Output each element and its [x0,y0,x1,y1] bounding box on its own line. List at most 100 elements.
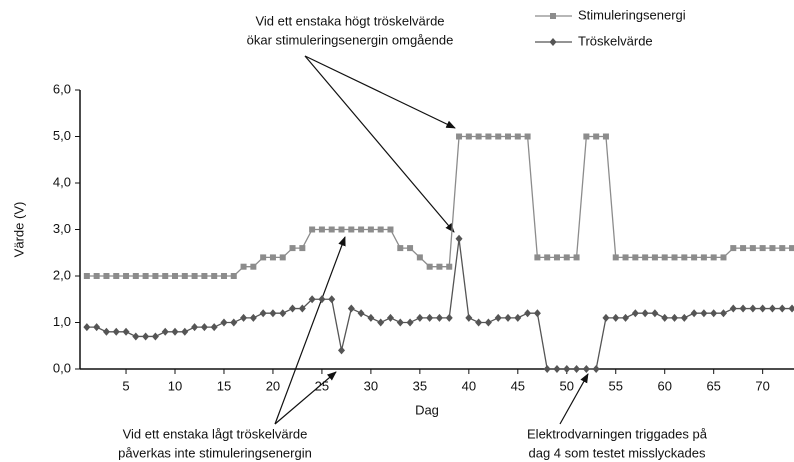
point [759,245,766,252]
point [122,327,130,336]
point [544,254,551,261]
point [416,313,424,322]
point [426,263,433,270]
point [406,318,414,327]
point [661,313,669,322]
point [407,245,414,252]
y-axis-label: Värde (V) [11,202,26,258]
point [495,133,502,140]
point [386,313,394,322]
x-tick-label: 20 [266,378,280,393]
point [700,254,707,261]
point [573,365,581,373]
point [83,273,90,279]
point [533,309,541,318]
point [710,309,718,318]
point [514,313,522,322]
point [240,263,247,270]
point [445,313,453,322]
point [749,245,756,252]
y-tick-label: 5,0 [53,128,71,143]
point [367,226,374,233]
point [504,313,512,322]
point [524,133,531,140]
point [279,254,286,261]
y-tick-label: 3,0 [53,221,71,236]
point [299,245,306,252]
point [485,133,492,140]
point [269,309,277,318]
point [436,263,443,270]
point [201,273,208,279]
point [651,254,658,261]
point [181,327,189,336]
point [200,323,208,332]
point [289,245,296,252]
point [83,323,91,332]
point [465,313,473,322]
arrow [304,55,456,129]
x-axis-label: Dag [415,402,439,417]
point [191,273,198,279]
point [240,313,248,322]
point [142,332,150,341]
point [720,254,727,261]
point [524,309,532,318]
point [671,313,679,322]
x-tick-label: 5 [122,378,129,393]
point [789,245,794,252]
point [494,313,502,322]
y-tick-label: 0,0 [53,360,71,375]
point [612,313,620,322]
annotation: Elektrodvarningen triggades på [527,426,708,441]
point [230,318,238,327]
point [768,304,776,313]
x-tick-label: 15 [217,378,231,393]
annotation: dag 4 som testet misslyckades [528,445,706,460]
point [309,226,316,233]
point [740,245,747,252]
point [769,245,776,252]
point [318,226,325,233]
point [534,254,541,261]
arrows [274,55,589,425]
x-tick-label: 70 [755,378,769,393]
point [612,254,619,261]
point [759,304,767,313]
point [172,273,179,279]
point [680,313,688,322]
point [397,245,404,252]
point [269,254,276,261]
point [729,304,737,313]
point [632,254,639,261]
point [779,245,786,252]
point [671,254,678,261]
point [681,254,688,261]
x-tick-label: 65 [706,378,720,393]
point [778,304,786,313]
legend-marker [550,13,556,19]
arrow [304,55,455,233]
point [230,273,237,279]
x-tick-label: 10 [168,378,182,393]
point [691,254,698,261]
point [249,313,257,322]
point [93,323,101,332]
point [749,304,757,313]
point [426,313,434,322]
annotation: Vid ett enstaka lågt tröskelvärde [123,426,308,441]
x-tick-label: 35 [413,378,427,393]
point [191,323,199,332]
point [308,295,316,304]
point [348,226,355,233]
point [593,133,600,140]
point [573,254,580,261]
point [582,365,590,373]
point [553,365,561,373]
point [602,313,610,322]
point [113,273,120,279]
point [592,365,600,373]
point [651,309,659,318]
legend-marker [549,38,557,46]
